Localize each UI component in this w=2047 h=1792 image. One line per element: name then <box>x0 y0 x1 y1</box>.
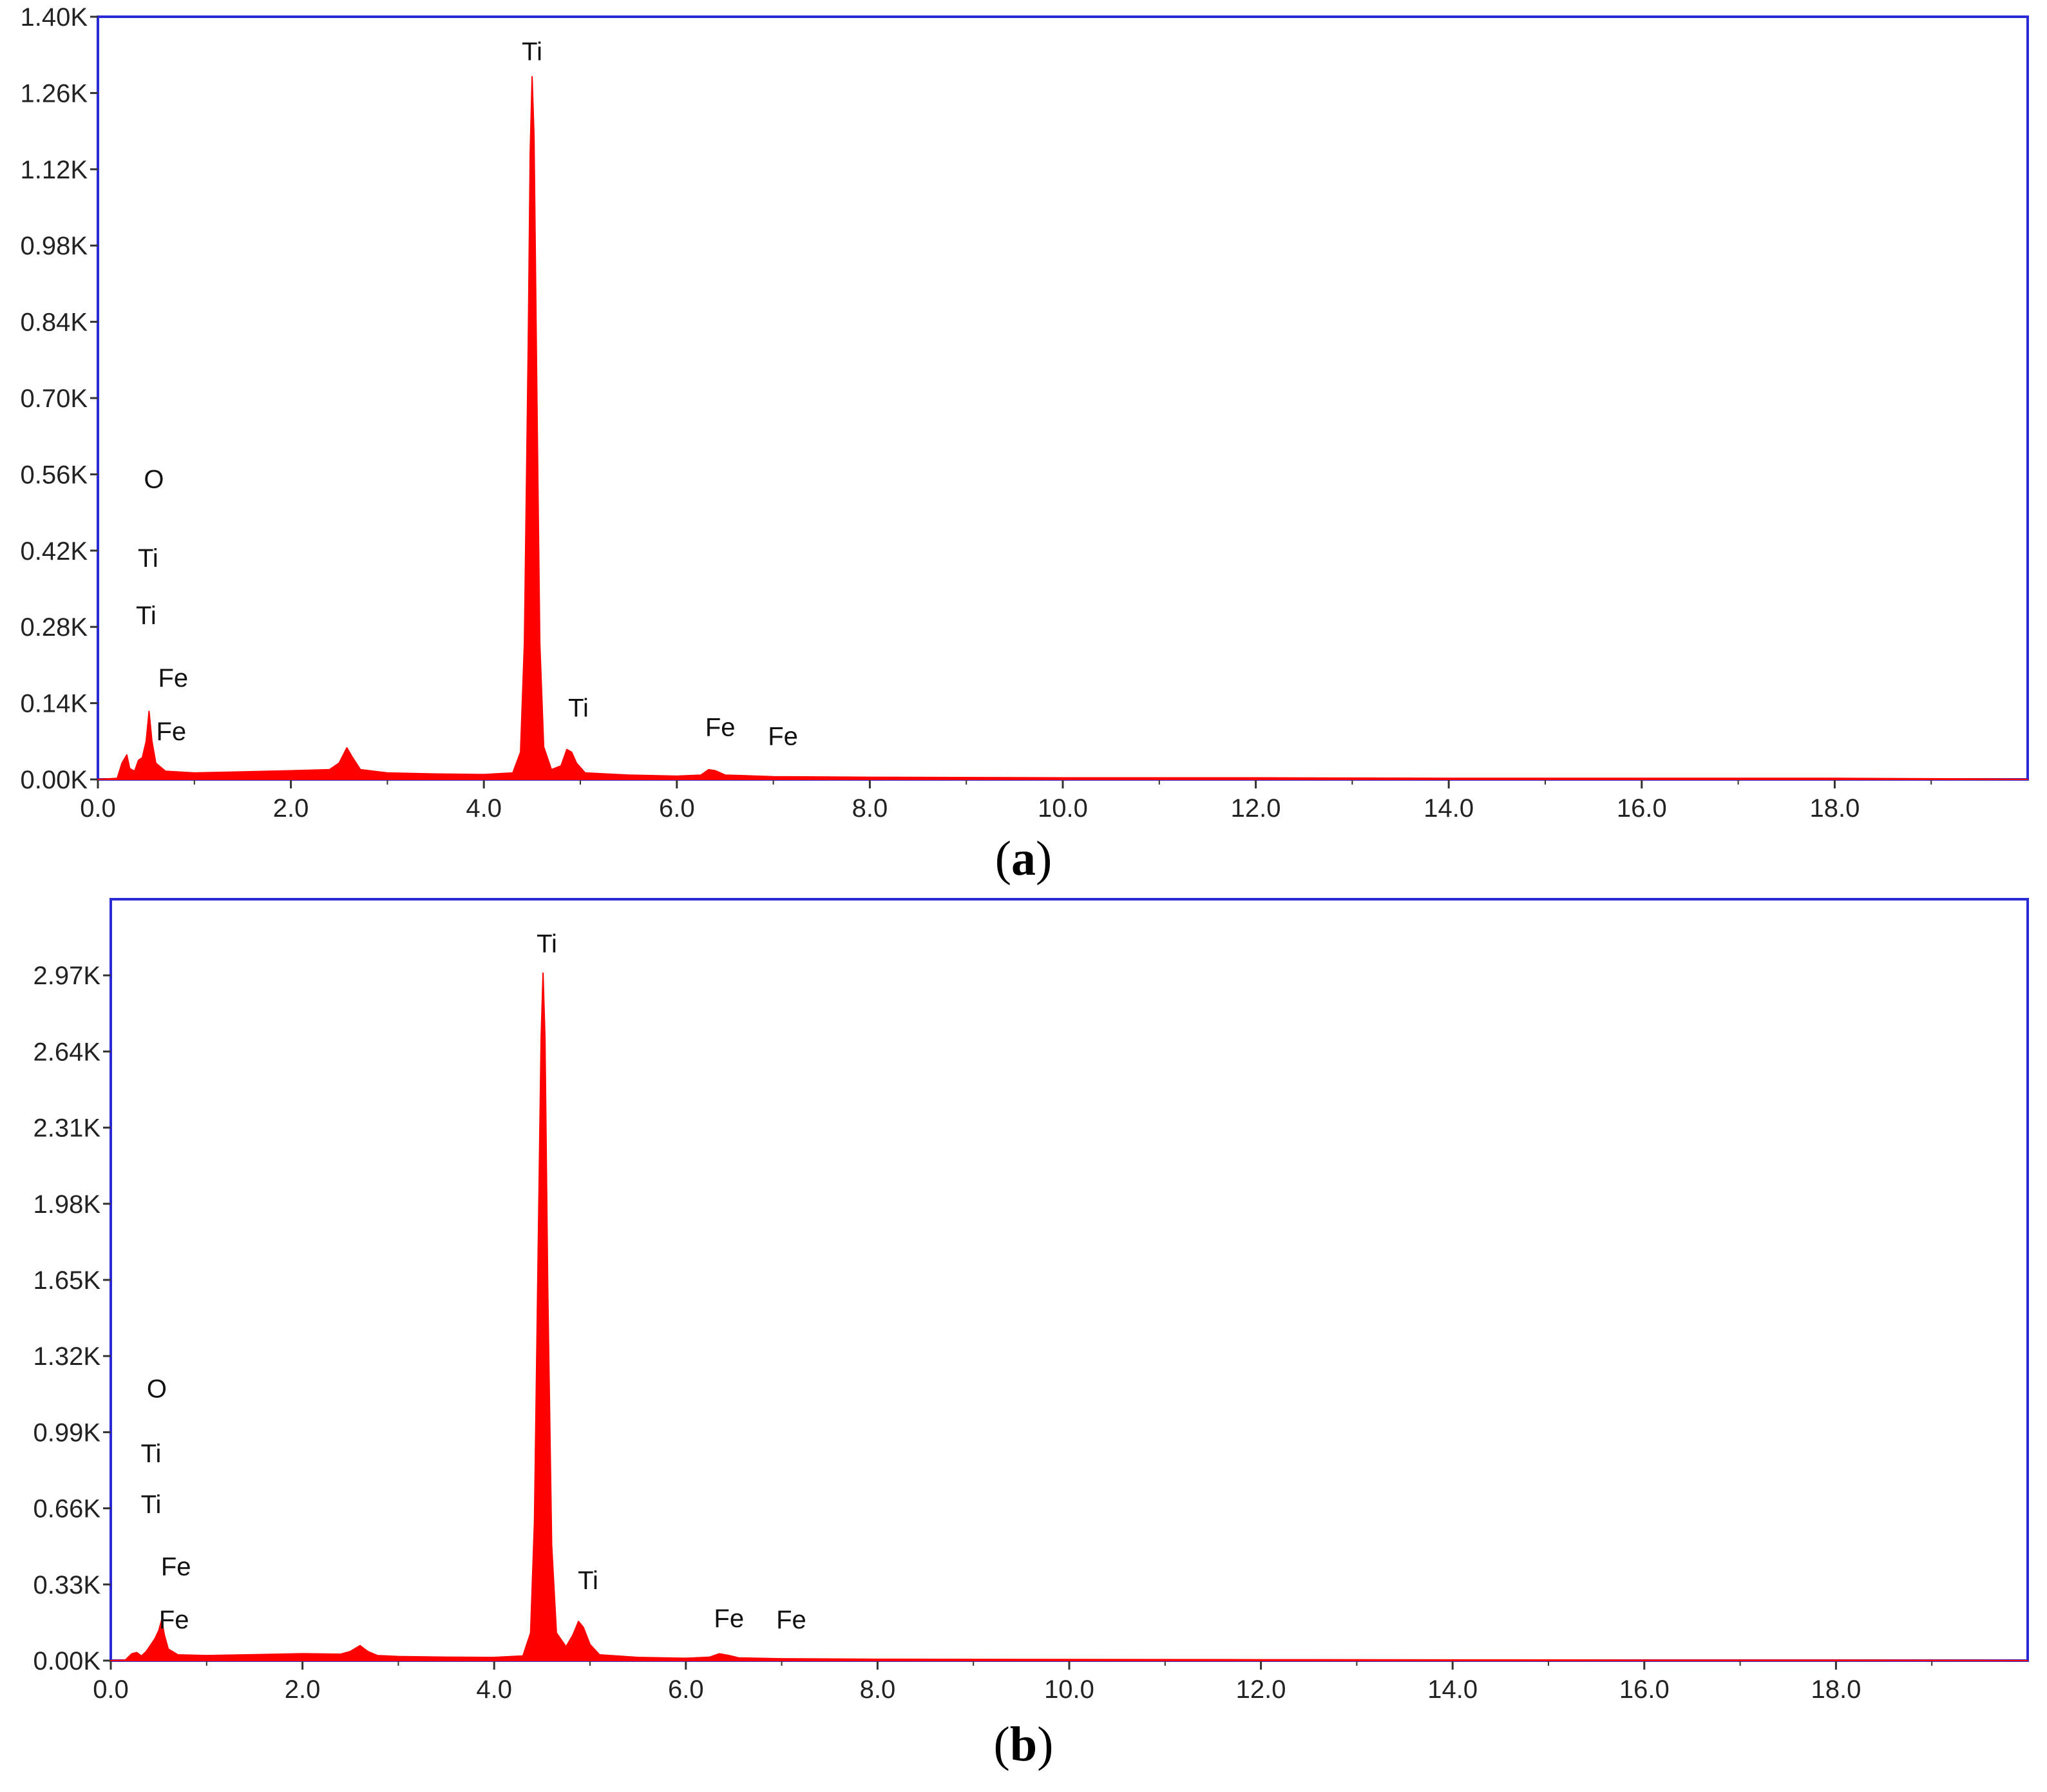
peak-label: Ti <box>578 1567 598 1595</box>
x-tick-label: 8.0 <box>860 1675 896 1704</box>
y-tick-label: 0.56K <box>20 461 88 489</box>
peak-label: Ti <box>522 38 542 66</box>
plot-frame <box>109 898 2029 1662</box>
y-tick-label: 1.40K <box>20 3 88 32</box>
y-tick-label: 1.32K <box>33 1342 100 1371</box>
x-tick-label: 8.0 <box>852 794 888 823</box>
plot-frame <box>97 15 2029 781</box>
x-tick-label: 4.0 <box>476 1675 512 1704</box>
x-tick-label: 12.0 <box>1236 1675 1286 1704</box>
x-tick-label: 4.0 <box>466 794 502 823</box>
x-tick-label: 14.0 <box>1427 1675 1478 1704</box>
spectrum-series <box>110 972 2028 1661</box>
peak-label: Fe <box>768 723 798 751</box>
x-tick-label: 2.0 <box>273 794 309 823</box>
peak-label: O <box>147 1375 167 1404</box>
y-tick-label: 0.66K <box>33 1495 100 1523</box>
peak-label: Ti <box>141 1491 162 1519</box>
panel-caption-a: (a) <box>995 832 1052 886</box>
x-tick-label: 18.0 <box>1809 794 1860 823</box>
peak-label: Fe <box>158 664 189 692</box>
x-tick-label: 10.0 <box>1038 794 1088 823</box>
y-tick-label: 0.84K <box>20 309 88 337</box>
peak-label: Ti <box>141 1440 162 1468</box>
y-tick-label: 0.99K <box>33 1418 100 1447</box>
peak-label: Fe <box>705 713 736 741</box>
eds-spectrum-b: 0.00K 0.33K 0.66K 0.99K 1.32K 1.65K 1.98K 2.31K… <box>33 898 2029 1704</box>
x-tick-label: 14.0 <box>1423 794 1474 823</box>
peak-label: Fe <box>157 718 187 746</box>
y-tick-label: 0.14K <box>20 690 88 718</box>
x-tick-label: 18.0 <box>1811 1675 1861 1704</box>
peak-label: Fe <box>776 1606 806 1634</box>
peak-label: Ti <box>537 929 557 958</box>
y-tick-label: 0.00K <box>33 1647 100 1675</box>
x-tick-label: 12.0 <box>1231 794 1281 823</box>
peak-label: Ti <box>138 544 158 573</box>
y-tick-label: 1.65K <box>33 1266 100 1295</box>
y-tick-label: 0.00K <box>20 766 88 794</box>
x-tick-label: 2.0 <box>285 1675 321 1704</box>
x-tick-label: 16.0 <box>1619 1675 1670 1704</box>
eds-spectrum-a: 0.00K 0.14K 0.28K 0.42K 0.56K 0.70K 0.84K 0.98K… <box>20 3 2029 823</box>
y-tick-label: 0.98K <box>20 232 88 260</box>
y-tick-label: 1.98K <box>33 1190 100 1219</box>
peak-label: Ti <box>568 694 589 723</box>
y-tick-label: 1.12K <box>20 156 88 184</box>
x-tick-label: 6.0 <box>659 794 695 823</box>
peak-label: Fe <box>714 1605 744 1633</box>
peak-label: O <box>144 466 164 494</box>
panel-caption-b: (b) <box>993 1717 1054 1771</box>
peak-label: Fe <box>161 1552 191 1581</box>
y-tick-label: 2.31K <box>33 1114 100 1143</box>
y-tick-label: 2.64K <box>33 1038 100 1066</box>
y-tick-label: 0.28K <box>20 613 88 642</box>
y-tick-label: 1.26K <box>20 79 88 108</box>
spectrum-series <box>97 76 2028 780</box>
peak-label: Ti <box>136 602 157 630</box>
x-tick-label: 10.0 <box>1044 1675 1094 1704</box>
x-tick-label: 0.0 <box>93 1675 129 1704</box>
panel-label-b: b <box>1009 1717 1038 1771</box>
y-tick-label: 0.42K <box>20 537 88 566</box>
x-tick-label: 6.0 <box>668 1675 704 1704</box>
x-tick-label: 0.0 <box>80 794 116 823</box>
panel-label-a: a <box>1011 832 1036 886</box>
x-tick-label: 16.0 <box>1617 794 1667 823</box>
y-tick-label: 2.97K <box>33 962 100 990</box>
peak-label: Fe <box>159 1606 189 1634</box>
y-tick-label: 0.70K <box>20 385 88 413</box>
y-tick-label: 0.33K <box>33 1571 100 1599</box>
